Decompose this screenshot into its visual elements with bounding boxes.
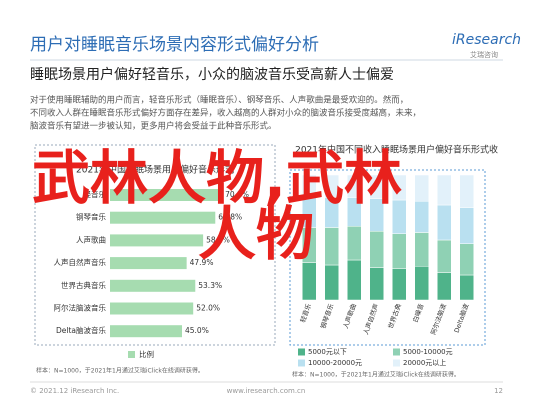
bar: [110, 325, 182, 338]
legend-swatch: [128, 351, 135, 358]
bar-segment: [414, 174, 429, 202]
bar-segment: [459, 174, 474, 208]
category-label: 轻音乐: [84, 189, 107, 199]
bar-segment: [369, 267, 384, 301]
overlay: 武林人物,武林人物: [32, 144, 402, 268]
paragraph-line: 脑波音乐有望进一步被认知，更多用户将会受益于此种音乐形式。: [30, 121, 277, 132]
bar-segment: [369, 174, 384, 199]
overlay-text: 武林人物,武林: [32, 144, 402, 212]
category-label: 人声自然声音乐: [54, 257, 107, 267]
note: 样本：N=1000，于2021年1月通过艾瑞iClick在线调研获得。: [292, 371, 460, 379]
bar-segment: [437, 239, 452, 273]
value-label: 58.2%: [206, 235, 230, 244]
legend-label: 比例: [139, 349, 154, 359]
bar: [110, 211, 216, 224]
bar-segment: [392, 174, 407, 201]
note: 样本：N=1000，于2021年1月通过艾瑞iClick在线调研获得。: [36, 367, 204, 375]
chart-title: 2021年中国不同收入睡眠场景用户偏好音乐形式收: [295, 144, 498, 156]
bar-segment: [437, 204, 452, 241]
value-label: 47.9%: [190, 258, 214, 267]
bar-segment: [324, 174, 339, 198]
left-chart-frame: [34, 144, 276, 346]
category-label: 阿尔法脑波音乐: [54, 303, 107, 313]
value-label: 65.8%: [218, 213, 242, 222]
bar-segment: [369, 231, 384, 268]
category-label: 世界古典音乐: [61, 280, 106, 290]
bar-segment: [347, 259, 362, 301]
overlay-text: 人物: [198, 200, 314, 268]
bar: [110, 234, 204, 247]
bar-segment: [459, 243, 474, 276]
paragraph-line: 对于使用睡眠辅助的用户而言，轻音乐形式（睡眠音乐）、钢琴音乐、人声歌曲是最受欢迎…: [30, 95, 408, 106]
bar-segment: [302, 174, 317, 197]
logo-sub: 艾瑞咨询: [470, 50, 498, 59]
value-label: 45.0%: [185, 326, 209, 335]
bar-segment: [414, 266, 429, 301]
bar: [110, 279, 196, 292]
page-number: 12: [494, 387, 503, 395]
bar-segment: [392, 268, 407, 301]
bar-segment: [414, 232, 429, 267]
bar-segment: [414, 201, 429, 233]
bar-segment: [347, 174, 362, 198]
legend-label: 10000-20000元: [308, 359, 362, 367]
legend-label: 20000元以上: [403, 358, 446, 367]
bar: [110, 257, 187, 270]
right-chart-frame: [289, 169, 486, 346]
bar-segment: [347, 226, 362, 261]
legend-swatch: [298, 348, 305, 356]
value-label: 70.1%: [225, 190, 249, 199]
bar-segment: [302, 262, 317, 301]
legend-label: 5000-10000元: [403, 348, 453, 356]
bar-segment: [437, 174, 452, 206]
value-label: 53.3%: [198, 281, 222, 290]
category-label: 钢琴音乐: [76, 212, 106, 222]
legend-swatch: [298, 359, 305, 367]
category-label: 人声歌曲: [76, 234, 106, 244]
paragraph-line: 不同收入人群在睡眠音乐形式偏好方面存在差异，收入越高的人群对小众的脑波音乐接受度…: [30, 108, 421, 119]
copyright: © 2021.12 iResearch Inc.: [30, 387, 119, 395]
bar-segment: [459, 207, 474, 244]
bar-segment: [392, 233, 407, 269]
chart-title: 2021年中国睡眠场景用户偏好音乐形式: [76, 164, 234, 176]
legend-swatch: [393, 348, 400, 356]
bar: [110, 302, 194, 315]
bar-segment: [324, 264, 339, 301]
category-label: Delta脑波音乐: [56, 325, 107, 335]
bar-segment: [459, 274, 474, 301]
legend-label: 5000元以下: [308, 348, 347, 356]
site: www.iresearch.com.cn: [227, 387, 306, 395]
subtitle: 睡眠场景用户偏好轻音乐，小众的脑波音乐受高薪人士偏爱: [30, 66, 394, 83]
bar-segment: [324, 227, 339, 266]
legend-swatch: [393, 359, 400, 367]
page-title: 用户对睡眠音乐场景内容形式偏好分析: [30, 35, 319, 55]
logo: iResearch: [452, 32, 521, 48]
bar-segment: [437, 272, 452, 301]
value-label: 52.0%: [196, 304, 220, 313]
bar: [110, 189, 223, 201]
